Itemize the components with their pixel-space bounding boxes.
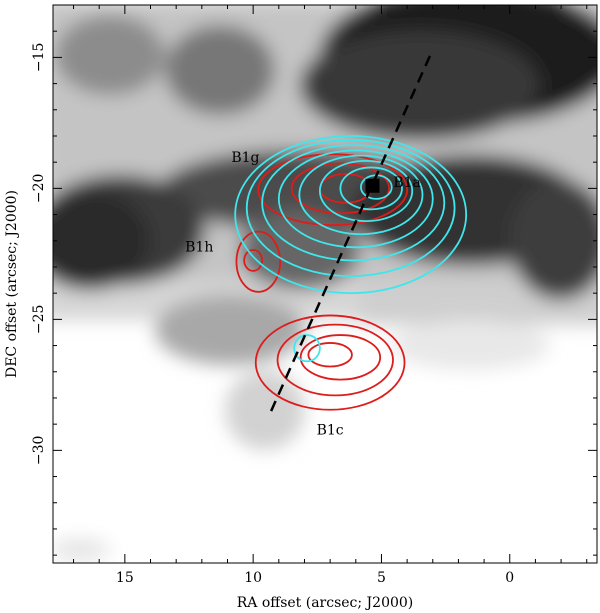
cyan-contour-4 [298, 154, 424, 236]
grayscale-background-image [53, 5, 597, 563]
x-tick-label: 0 [505, 570, 514, 586]
cyan-contour-9 [293, 334, 321, 363]
annotation-b1c: B1c [317, 423, 344, 439]
cyan-contour-3 [318, 159, 414, 223]
x-axis-label: RA offset (arcsec; J2000) [237, 595, 414, 611]
red-contour-8 [290, 162, 391, 215]
red-contour-9 [257, 153, 409, 226]
tick-layer: 15 10 5 0 −15 −20 −25 −30 [31, 4, 597, 586]
annotation-b1h: B1h [185, 239, 213, 255]
red-contour-4 [299, 334, 382, 381]
marker-layer [365, 178, 380, 193]
red-contour-2 [235, 230, 281, 293]
cyan-contour-7 [245, 139, 456, 278]
y-tick-label: −30 [31, 436, 47, 466]
red-contour-3 [307, 342, 353, 368]
annotation-b1g: B1g [231, 150, 259, 166]
cyan-contour-2 [339, 166, 403, 211]
cyan-contour-5 [277, 149, 434, 249]
cyan-contour-8 [234, 135, 468, 295]
red-contour-5 [276, 323, 394, 397]
cyan-contour-6 [261, 144, 446, 262]
square-marker [365, 178, 380, 193]
dashed-line [269, 49, 434, 412]
y-tick-label: −20 [31, 174, 47, 204]
line-layer [269, 49, 434, 412]
annotation-b1a: B1a [393, 175, 421, 191]
x-tick-label: 10 [244, 570, 262, 586]
red-contour-6 [254, 314, 406, 411]
x-tick-label: 5 [377, 570, 386, 586]
red-contour-1 [243, 249, 264, 272]
y-axis-label: DEC offset (arcsec; J2000) [4, 190, 20, 378]
x-tick-label: 15 [116, 570, 134, 586]
y-tick-label: −25 [31, 305, 47, 335]
y-tick-label: −15 [31, 43, 47, 73]
annotation-layer: B1g B1a B1h B1c [185, 150, 421, 438]
plot-frame [52, 4, 598, 564]
